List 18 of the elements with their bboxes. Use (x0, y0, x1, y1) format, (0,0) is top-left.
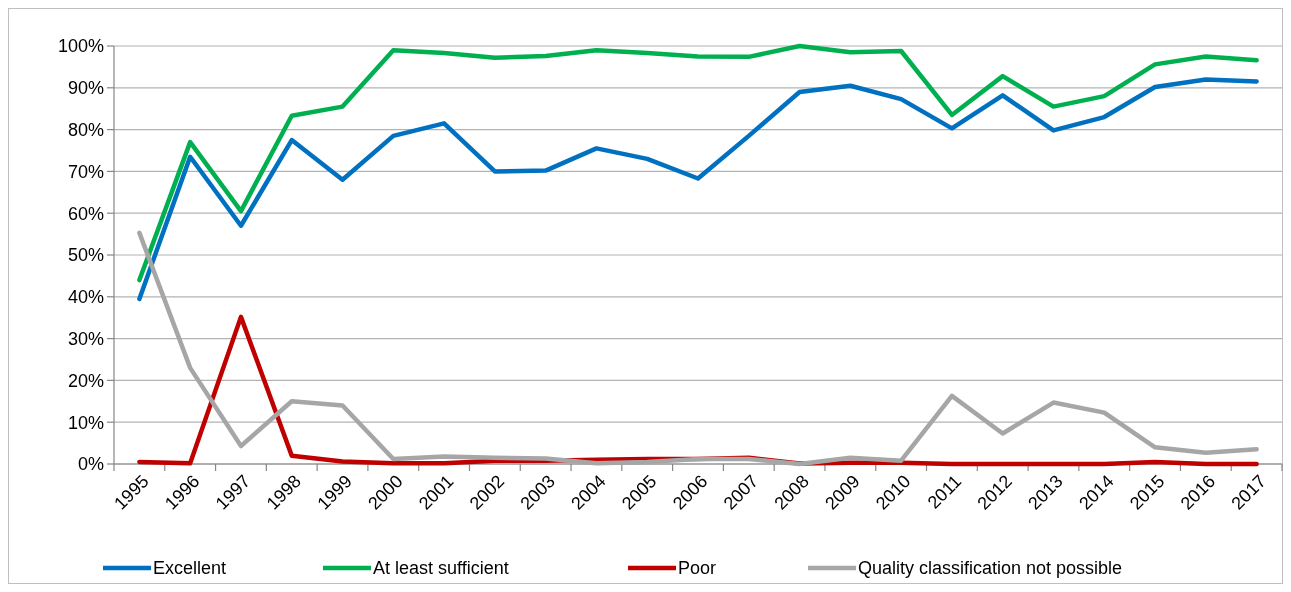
legend-label: At least sufficient (373, 558, 509, 579)
line-series (137, 77, 1259, 302)
y-tick-label: 0% (77, 454, 104, 475)
y-tick-label: 100% (57, 36, 104, 57)
legend-label: Excellent (153, 558, 227, 579)
legend-label: Poor (678, 558, 717, 579)
y-tick-label: 70% (67, 161, 104, 182)
y-tick-label: 50% (67, 245, 104, 266)
y-tick-label: 80% (67, 119, 104, 140)
y-tick-label: 30% (67, 328, 104, 349)
legend-label: Quality classification not possible (858, 558, 1123, 579)
line-series (137, 230, 1259, 467)
y-tick-label: 40% (67, 287, 104, 308)
y-tick-label: 20% (67, 370, 104, 391)
y-tick-label: 10% (67, 412, 104, 433)
y-tick-label: 60% (67, 203, 104, 224)
line-series (137, 43, 1259, 283)
y-tick-label: 90% (67, 78, 104, 99)
